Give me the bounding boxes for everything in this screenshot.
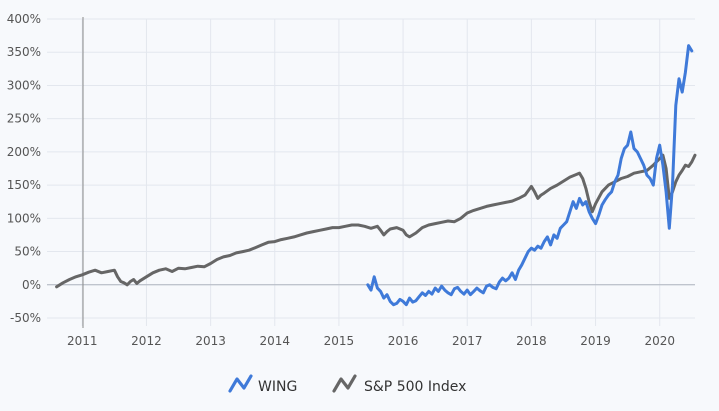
y-tick-label: 250% <box>7 112 41 126</box>
y-tick-label: 100% <box>7 211 41 225</box>
x-tick-label: 2015 <box>324 334 355 348</box>
x-tick-label: 2012 <box>131 334 162 348</box>
line-series-icon <box>332 374 357 393</box>
x-tick-label: 2019 <box>580 334 611 348</box>
series-line <box>55 153 697 289</box>
x-tick-label: 2011 <box>67 334 98 348</box>
y-tick-label: -50% <box>10 311 41 325</box>
line-series-icon <box>228 374 253 393</box>
x-axis-labels: 2011 2012 2013 2014 2015 2016 2017 2018 2019 2020 <box>67 334 675 348</box>
legend-item-sp500[interactable]: S&P 500 Index <box>332 374 466 395</box>
series-lines <box>55 44 697 307</box>
x-tick-label: 2020 <box>644 334 675 348</box>
y-tick-label: 400% <box>7 12 41 26</box>
legend-item-wing[interactable]: WING <box>228 374 297 395</box>
x-tick-label: 2013 <box>195 334 226 348</box>
legend-label-sp500: S&P 500 Index <box>364 379 466 395</box>
y-axis-labels: -50% 0% 50% 100% 150% 200% 250% 300% 350% 400% <box>7 12 41 325</box>
y-tick-label: 350% <box>7 45 41 59</box>
y-tick-label: 50% <box>14 245 41 259</box>
y-tick-label: 0% <box>22 278 41 292</box>
y-tick-label: 200% <box>7 145 41 159</box>
x-tick-label: 2016 <box>388 334 419 348</box>
x-tick-label: 2014 <box>259 334 290 348</box>
y-tick-label: 300% <box>7 78 41 92</box>
x-tick-label: 2017 <box>452 334 483 348</box>
y-tick-label: 150% <box>7 178 41 192</box>
legend: WING S&P 500 Index <box>228 374 466 395</box>
legend-label-wing: WING <box>258 379 297 395</box>
grid-lines <box>47 18 695 326</box>
x-tick-label: 2018 <box>516 334 547 348</box>
series-line <box>366 44 694 307</box>
